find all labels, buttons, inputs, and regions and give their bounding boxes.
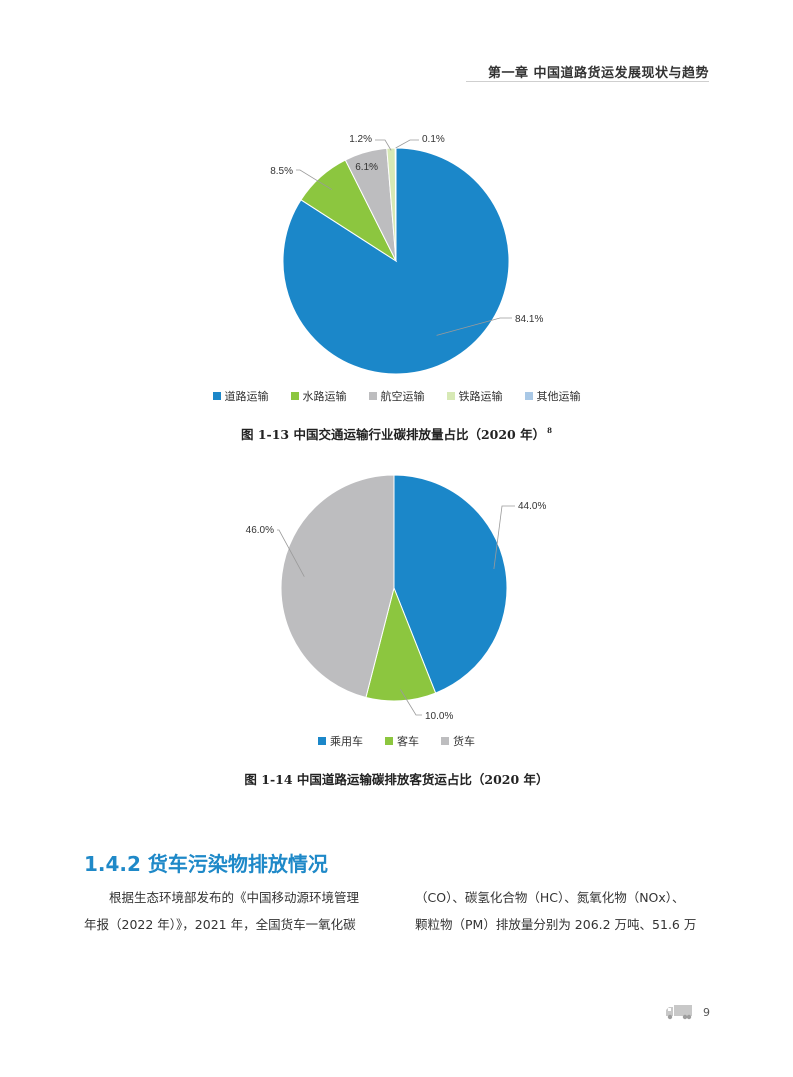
legend-label: 乘用车 (330, 735, 363, 748)
figure-1-14-caption: 图 1-14 中国道路运输碳排放客货运占比（2020 年） (0, 769, 793, 788)
body-line: 颗粒物（PM）排放量分别为 206.2 万吨、51.6 万 (415, 917, 697, 932)
legend-label: 水路运输 (302, 390, 347, 403)
legend-swatch (446, 392, 455, 400)
leader-line-2-1 (400, 689, 422, 716)
body-line: （CO）、碳氢化合物（HC）、氮氧化物（NOx）、 (415, 890, 685, 905)
body-column-right: （CO）、碳氢化合物（HC）、氮氧化物（NOx）、 颗粒物（PM）排放量分别为 … (415, 884, 711, 938)
legend-item-1-4: 其他运输 (524, 388, 581, 404)
data-label-1-4: 0.1% (422, 134, 445, 145)
legend-label: 货车 (453, 735, 475, 748)
data-label-1-3: 1.2% (349, 134, 372, 145)
legend-item-2-1: 客车 (385, 733, 419, 749)
pie-slice-1-4 (394, 147, 397, 262)
legend-label: 其他运输 (536, 390, 581, 403)
section-heading: 1.4.2 货车污染物排放情况 (84, 852, 328, 876)
legend-item-1-0: 道路运输 (212, 388, 269, 404)
legend-swatch (318, 737, 326, 745)
figure-1-13-caption: 图 1-13 中国交通运输行业碳排放量占比（2020 年） 8 (0, 424, 793, 443)
body-line: 年报（2022 年）》，2021 年，全国货车一氧化碳 (84, 917, 356, 932)
legend-label: 铁路运输 (458, 390, 503, 403)
leader-line-1-1 (296, 169, 333, 190)
figure-1-14-caption-text: 图 1-14 中国道路运输碳排放客货运占比（2020 年） (244, 772, 549, 787)
pie-slice-2-1 (365, 586, 437, 702)
chapter-header-title: 第一章 中国道路货运发展现状与趋势 (487, 66, 709, 81)
leader-line-1-0 (436, 317, 512, 336)
figure-1-13-caption-text: 图 1-13 中国交通运输行业碳排放量占比（2020 年） (240, 427, 546, 442)
data-label-1-1: 8.5% (270, 166, 293, 177)
legend-transport-emissions: 道路运输 水路运输 航空运输 铁路运输 其他运输 (0, 388, 793, 404)
pie-slice-2-0 (393, 474, 508, 694)
data-label-2-0: 44.0% (518, 501, 546, 512)
header-rule (466, 81, 709, 82)
legend-label: 客车 (397, 735, 419, 748)
legend-swatch (385, 737, 393, 745)
pie-slice-2-2 (280, 474, 395, 699)
data-label-1-0: 84.1% (515, 314, 543, 325)
data-label-2-2: 46.0% (246, 525, 274, 536)
body-column-left: 根据生态环境部发布的《中国移动源环境管理 年报（2022 年）》，2021 年，… (84, 884, 380, 938)
legend-item-2-0: 乘用车 (318, 733, 363, 749)
legend-label: 道路运输 (224, 390, 269, 403)
footnote-ref: 8 (547, 426, 552, 435)
legend-swatch (524, 392, 533, 400)
leader-line-1-2 (367, 164, 378, 169)
page-number: 9 (703, 1006, 710, 1019)
legend-item-1-1: 水路运输 (290, 388, 347, 404)
leader-line-2-2 (277, 529, 305, 577)
legend-swatch (368, 392, 377, 400)
leader-line-2-0 (493, 505, 515, 569)
legend-item-1-3: 铁路运输 (446, 388, 503, 404)
data-label-1-2: 6.1% (355, 162, 378, 173)
body-line: 根据生态环境部发布的《中国移动源环境管理 (109, 890, 360, 905)
legend-label: 航空运输 (380, 390, 425, 403)
pie-chart-road-passenger-freight: 44.0% 10.0% 46.0% (246, 474, 546, 722)
leader-line-1-4 (395, 139, 419, 149)
legend-road-passenger-freight: 乘用车 客车 货车 (0, 733, 793, 749)
leader-line-1-3 (375, 139, 392, 151)
legend-swatch (441, 737, 449, 745)
data-label-2-1: 10.0% (425, 711, 453, 722)
legend-item-2-2: 货车 (441, 733, 475, 749)
legend-swatch (212, 392, 221, 400)
legend-swatch (290, 392, 299, 400)
pie-chart-transport-emissions: 84.1% 8.5% 6.1% 1.2% 0.1% (270, 134, 543, 375)
legend-item-1-2: 航空运输 (368, 388, 425, 404)
truck-icon (666, 1005, 692, 1020)
